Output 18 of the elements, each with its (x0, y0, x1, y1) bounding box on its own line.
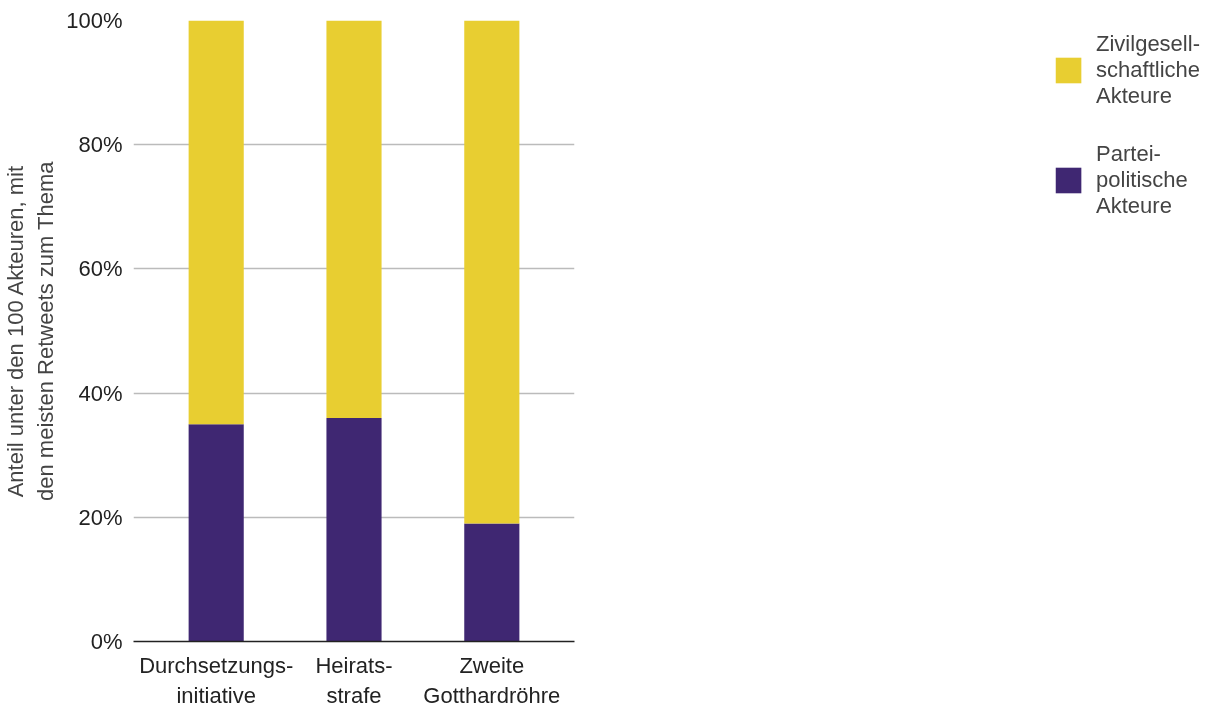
bar (188, 424, 244, 642)
bar (326, 417, 382, 642)
y-tick-label: 40% (78, 380, 123, 406)
bar (326, 20, 382, 418)
x-tick-label: Zweite Gotthardröhre (423, 652, 561, 708)
bar (188, 20, 244, 425)
y-tick-label: 80% (78, 132, 123, 158)
bar (464, 20, 520, 524)
y-tick-label: 0% (90, 629, 123, 654)
y-tick-label: 20% (78, 504, 123, 530)
bar (464, 523, 520, 642)
legend-label: Partei- politische Akteure (1096, 140, 1188, 220)
y-tick-label: 60% (78, 256, 123, 282)
x-tick-label: Durchsetzungs- initiative (139, 652, 294, 708)
x-tick-label: Heirats- strafe (315, 652, 393, 708)
legend-label: Zivilgesell- schaftliche Akteure (1096, 30, 1200, 110)
y-tick-label: 100% (66, 8, 123, 33)
y-axis-title: Anteil unter den 100 Akteuren, mit den meisten Retweets zum Thema (3, 160, 59, 501)
